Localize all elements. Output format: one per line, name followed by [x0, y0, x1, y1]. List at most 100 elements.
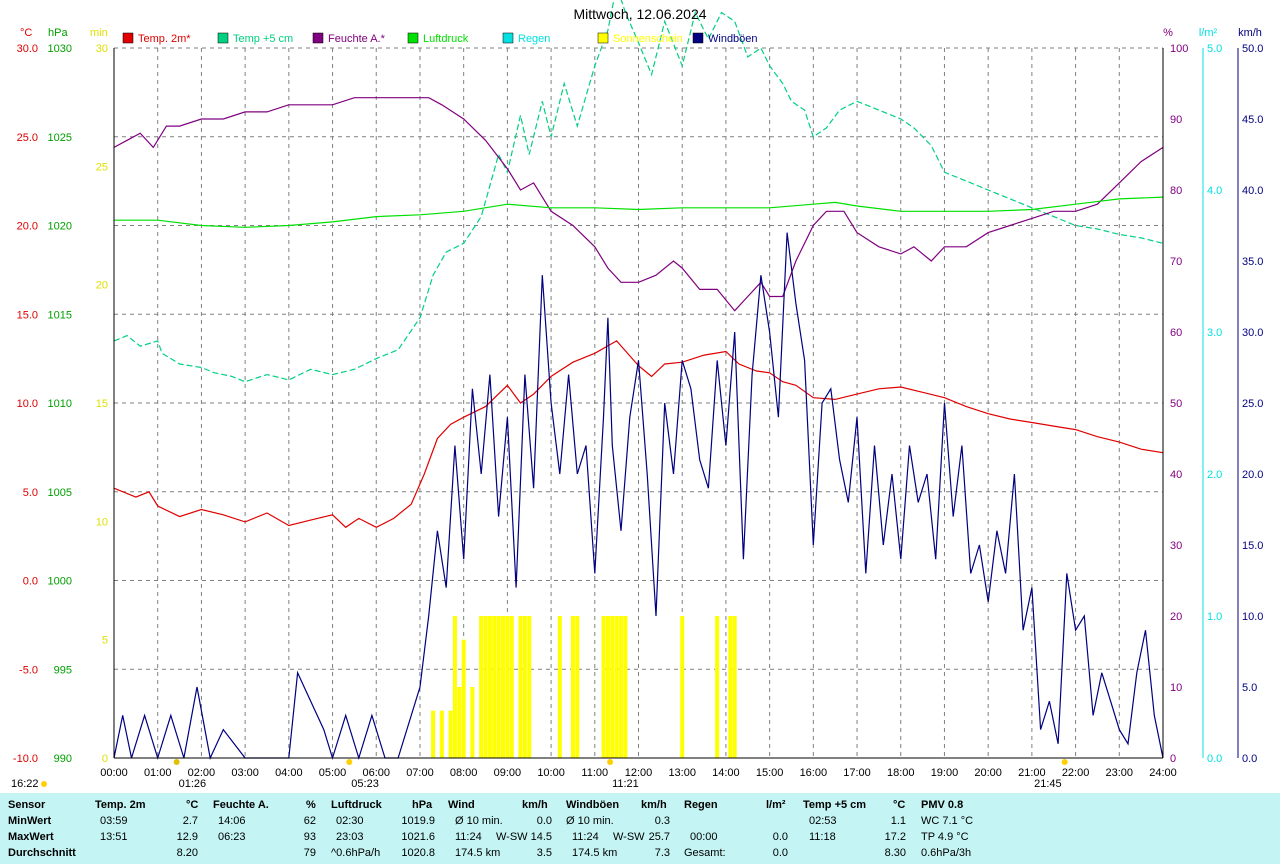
chart-grid — [113, 47, 1164, 759]
sunshine-bar — [605, 616, 610, 758]
x-tick-label: 10:00 — [537, 767, 565, 779]
sunshine-bar — [570, 616, 575, 758]
unit-humidity: % — [1163, 27, 1173, 39]
pressure-max-val: 1021.6 — [401, 831, 435, 843]
legend-swatch — [597, 32, 609, 44]
wind-r2-time: 11:24 — [455, 831, 482, 843]
tick-sunshine: 30 — [96, 43, 108, 55]
x-tick-label: 20:00 — [974, 767, 1002, 779]
sunshine-bar — [470, 687, 475, 758]
legend-label: Windböen — [708, 33, 758, 45]
tick-rain: 3.0 — [1207, 327, 1222, 339]
sunset-icon — [1061, 759, 1068, 765]
tick-humidity: 40 — [1170, 469, 1182, 481]
rain-r2-val: 0.0 — [772, 831, 788, 843]
legend-swatch — [122, 32, 134, 44]
legend-label: Temp +5 cm — [233, 33, 293, 45]
series-luftdruck — [114, 196, 1164, 228]
temp2m-unit: °C — [186, 799, 199, 811]
tick-humidity: 0 — [1170, 753, 1176, 765]
pressure-unit: hPa — [412, 799, 433, 811]
tick-pressure: 1030 — [48, 43, 72, 55]
tick-wind: 30.0 — [1242, 327, 1263, 339]
unit-sunshine: min — [90, 27, 108, 39]
legend-label: Feuchte A.* — [328, 33, 386, 45]
tick-wind: 20.0 — [1242, 469, 1263, 481]
tick-temp: 5.0 — [23, 487, 38, 499]
moon_left-time: 01:26 — [179, 778, 207, 790]
sunshine-bar — [680, 616, 685, 758]
tick-sunshine: 20 — [96, 280, 108, 292]
wind-title: Wind — [448, 799, 475, 811]
humidity-max-val: 93 — [303, 831, 316, 843]
unit-pressure: hPa — [48, 27, 68, 39]
gust-r1-label: Ø 10 min. — [566, 815, 614, 827]
tick-wind: 50.0 — [1242, 43, 1263, 55]
pressure-avg: 1020.8 — [401, 847, 435, 859]
x-tick-label: 07:00 — [406, 767, 434, 779]
wind-r1-label: Ø 10 min. — [455, 815, 503, 827]
sunshine-bar — [728, 616, 733, 758]
humidity-min-val: 62 — [303, 815, 316, 827]
tick-rain: 5.0 — [1207, 43, 1222, 55]
temp5cm-title: Temp +5 cm — [803, 799, 867, 811]
pressure-min-time: 02:30 — [336, 815, 364, 827]
rain-r2-time: 00:00 — [690, 831, 718, 843]
gust-r3-val: 7.3 — [654, 847, 670, 859]
temp5cm-max-time: 11:18 — [809, 831, 836, 843]
temp2m-title: Temp. 2m — [95, 799, 146, 811]
x-tick-label: 09:00 — [494, 767, 522, 779]
tick-sunshine: 0 — [102, 753, 108, 765]
sunshine-bar — [619, 616, 624, 758]
tick-pressure: 1010 — [48, 398, 72, 410]
gust-r1-val: 0.3 — [654, 815, 670, 827]
legend-swatch — [312, 32, 324, 44]
sunshine-bar — [505, 616, 510, 758]
tick-wind: 0.0 — [1242, 753, 1257, 765]
sunshine-bar — [527, 616, 532, 758]
x-tick-label: 12:00 — [625, 767, 653, 779]
tick-sunshine: 5 — [102, 635, 108, 647]
row-label-min: MinWert — [8, 815, 52, 827]
temp2m-max-time: 13:51 — [100, 831, 128, 843]
legend-swatch — [217, 32, 229, 44]
x-tick-label: 16:00 — [800, 767, 828, 779]
tick-pressure: 1015 — [48, 309, 72, 321]
x-tick-label: 02:00 — [188, 767, 216, 779]
tick-humidity: 60 — [1170, 327, 1182, 339]
tick-pressure: 1000 — [48, 576, 72, 588]
sunshine-bar — [501, 616, 506, 758]
pmv-title: PMV 0.8 — [921, 799, 964, 811]
sunshine-bar — [487, 616, 492, 758]
x-tick-label: 21:00 — [1018, 767, 1046, 779]
sunshine-bar — [522, 616, 527, 758]
corner-time-left: 16:22 — [11, 778, 39, 790]
gust-unit: km/h — [641, 799, 667, 811]
tick-temp: 25.0 — [17, 132, 38, 144]
wind-r3-val: 3.5 — [536, 847, 552, 859]
pmv-tp: TP 4.9 °C — [921, 831, 969, 843]
tick-humidity: 10 — [1170, 682, 1182, 694]
tick-pressure: 990 — [54, 753, 72, 765]
humidity-avg: 79 — [303, 847, 316, 859]
tick-wind: 25.0 — [1242, 398, 1263, 410]
sunshine-bar — [492, 616, 497, 758]
sunshine-bar — [623, 616, 628, 758]
x-tick-label: 01:00 — [144, 767, 172, 779]
sunshine-bar — [518, 616, 523, 758]
x-tick-label: 15:00 — [756, 767, 784, 779]
x-tick-label: 00:00 — [100, 767, 128, 779]
x-tick-label: 08:00 — [450, 767, 478, 779]
rain-title: Regen — [684, 799, 718, 811]
x-axis-labels: 00:00 01:00 02:00 03:00 04:00 05:00 06:00 07:00… — [100, 759, 1177, 790]
tick-wind: 45.0 — [1242, 114, 1263, 126]
tick-wind: 5.0 — [1242, 682, 1257, 694]
tick-rain: 4.0 — [1207, 185, 1222, 197]
tick-humidity: 30 — [1170, 540, 1182, 552]
tick-wind: 40.0 — [1242, 185, 1263, 197]
row-label-avg: Durchschnitt — [8, 847, 76, 859]
legend-swatch — [407, 32, 419, 44]
tick-humidity: 90 — [1170, 114, 1182, 126]
sunshine-bar — [431, 710, 436, 758]
gust-r2-val: 25.7 — [648, 831, 670, 843]
